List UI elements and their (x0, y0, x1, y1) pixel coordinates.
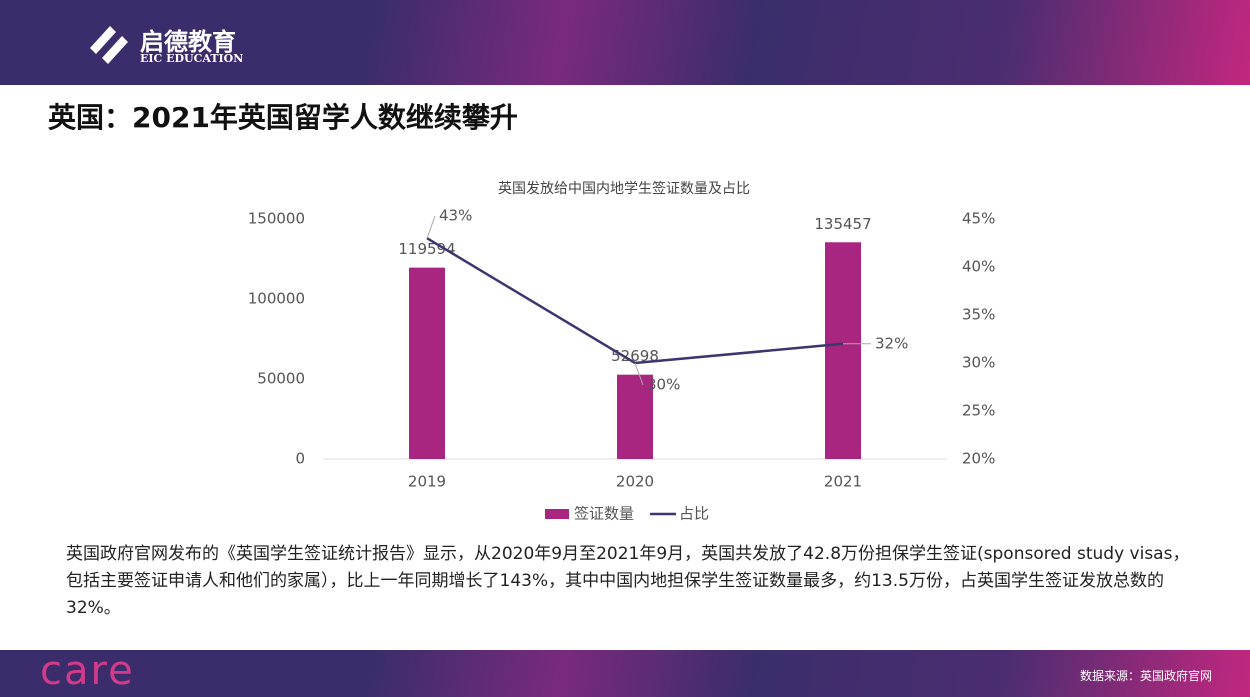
y-tick-label: 100000 (248, 290, 305, 308)
y-tick-label: 50000 (257, 370, 305, 388)
leader-line (634, 362, 644, 386)
y2-tick-label: 45% (962, 210, 995, 228)
y-tick-label: 0 (295, 450, 305, 468)
x-tick-label: 2020 (616, 473, 654, 491)
slide-title: 英国：2021年英国留学人数继续攀升 (48, 101, 518, 134)
legend-swatch (545, 509, 569, 519)
data-label: 135457 (814, 215, 871, 233)
y2-tick-label: 40% (962, 258, 995, 276)
footer-logo: care (40, 648, 135, 694)
x-tick-label: 2019 (408, 473, 446, 491)
legend-label: 占比 (679, 505, 709, 523)
logo-icon (90, 26, 128, 64)
y-tick-label: 150000 (248, 210, 305, 228)
line (426, 237, 844, 365)
chart: 英国发放给中国内地学生签证数量及占比 0 50000 100000 150000 20%… (248, 180, 996, 523)
leader-line (426, 216, 436, 239)
brand-en: EIC EDUCATION (140, 52, 244, 65)
brand: 启德教育 (140, 28, 236, 56)
source-note: 数据来源：英国政府官网 (1079, 669, 1212, 683)
y2-tick-label: 35% (962, 306, 995, 324)
y2-tick-label: 30% (962, 354, 995, 372)
data-label: 30% (647, 376, 680, 394)
body-text: 英国政府官网发布的《英国学生签证统计报告》显示，从2020年9月至2021年9月… (66, 544, 1190, 618)
data-label: 43% (439, 207, 472, 225)
bar (825, 242, 861, 459)
footer-band (0, 650, 1250, 697)
bar (409, 267, 445, 459)
data-label: 32% (875, 334, 908, 352)
chart-title: 英国发放给中国内地学生签证数量及占比 (498, 180, 750, 197)
y2-tick-label: 20% (962, 450, 995, 468)
x-tick-label: 2021 (824, 473, 862, 491)
legend-label: 签证数量 (574, 505, 634, 523)
data-label: 119594 (398, 240, 455, 258)
y2-tick-label: 25% (962, 402, 995, 420)
header-band (0, 0, 1250, 85)
bar (617, 374, 653, 459)
